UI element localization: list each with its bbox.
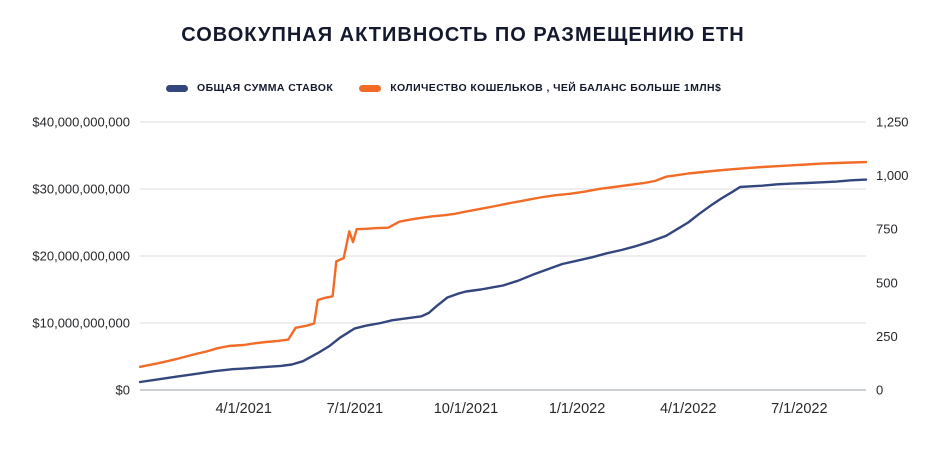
x-tick-label: 7/1/2021 <box>327 401 383 417</box>
y-right-tick-label: 750 <box>876 222 898 237</box>
y-left-tick-label: $40,000,000,000 <box>32 115 130 130</box>
y-right-tick-label: 500 <box>876 275 898 290</box>
x-tick-label: 7/1/2022 <box>771 401 827 417</box>
x-tick-label: 4/1/2021 <box>215 401 271 417</box>
legend-label: КОЛИЧЕСТВО КОШЕЛЬКОВ , ЧЕЙ БАЛАНС БОЛЬШЕ… <box>390 82 722 94</box>
y-right-tick-label: 250 <box>876 329 898 344</box>
x-tick-label: 4/1/2022 <box>660 401 716 417</box>
y-left-tick-label: $10,000,000,000 <box>32 316 130 331</box>
series-line-total-stake <box>138 178 868 384</box>
series-line-wallet-count <box>138 160 868 368</box>
legend-swatch-orange <box>359 84 382 92</box>
y-left-tick-label: $30,000,000,000 <box>32 182 130 197</box>
y-left-tick-label: $20,000,000,000 <box>32 249 130 264</box>
legend-label: ОБЩАЯ СУММА СТАВОК <box>197 82 334 94</box>
y-right-tick-label: 1,000 <box>876 168 909 183</box>
x-tick-label: 1/1/2022 <box>549 401 605 417</box>
chart-title: СОВОКУПНАЯ АКТИВНОСТЬ ПО РАЗМЕЩЕНИЮ ETH <box>181 24 745 46</box>
legend-swatch-navy <box>166 84 188 92</box>
x-tick-label: 10/1/2021 <box>434 401 499 417</box>
legend-item-wallet-count: КОЛИЧЕСТВО КОШЕЛЬКОВ , ЧЕЙ БАЛАНС БОЛЬШЕ… <box>359 82 721 94</box>
y-left-tick-label: $0 <box>116 383 130 398</box>
legend-item-total-stake: ОБЩАЯ СУММА СТАВОК <box>166 82 333 94</box>
chart-legend: ОБЩАЯ СУММА СТАВОК КОЛИЧЕСТВО КОШЕЛЬКОВ … <box>166 82 721 94</box>
y-right-tick-label: 1,250 <box>876 115 909 130</box>
y-right-tick-label: 0 <box>876 383 883 398</box>
